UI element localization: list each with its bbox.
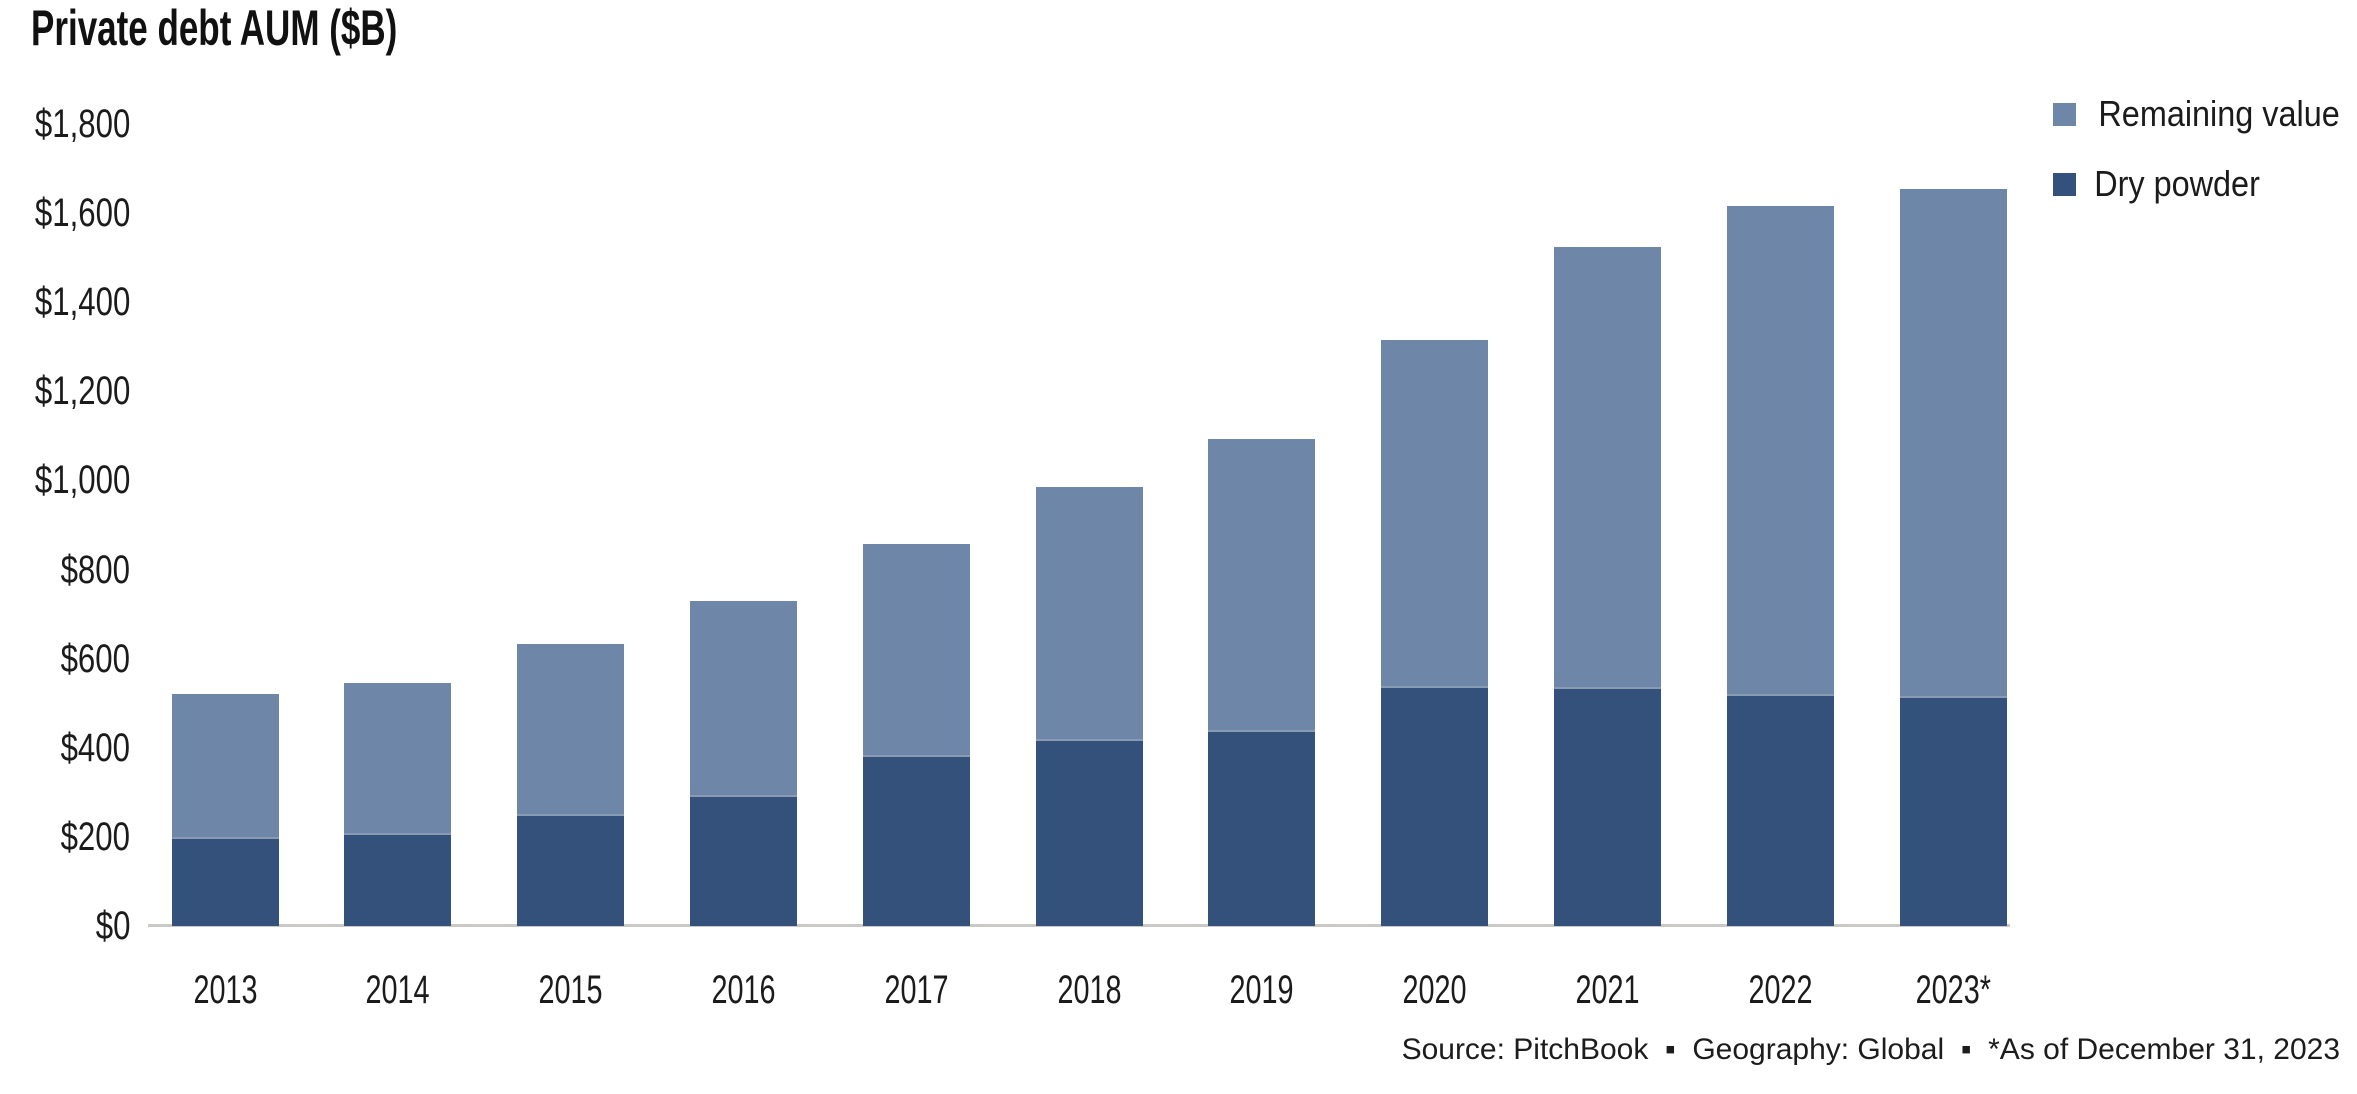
y-tick-text: $800 (60, 547, 130, 592)
x-tick-text: 2018 (1056, 968, 1122, 1012)
x-tick-label: 2020 (1349, 968, 1521, 1012)
x-tick-label: 2021 (1521, 968, 1693, 1012)
x-tick-text: 2023* (1915, 968, 1991, 1012)
stacked-bar-2014 (344, 683, 452, 926)
x-tick-text: 2014 (365, 968, 430, 1012)
x-tick-text: 2015 (538, 968, 603, 1012)
y-tick-label: $200 (0, 815, 130, 859)
y-tick-text: $1,800 (34, 102, 130, 146)
remaining-value-segment (862, 544, 970, 755)
stacked-bar-2023 (1899, 189, 2007, 926)
stacked-bar-2022 (1726, 205, 1834, 926)
y-tick-label: $600 (0, 637, 130, 681)
legend-item-dry-powder: Dry powder (2053, 164, 2353, 204)
source-footnote: Source: PitchBook ▪ Geography: Global ▪ … (1401, 1033, 2340, 1066)
x-tick-text: 2016 (711, 968, 776, 1012)
x-tick-label: 2014 (312, 968, 484, 1012)
x-tick-label: 2022 (1694, 968, 1866, 1012)
remaining-value-segment (689, 601, 797, 795)
dry-powder-segment (1381, 685, 1489, 926)
y-tick-text: $1,600 (34, 191, 130, 236)
remaining-value-segment (1208, 439, 1316, 730)
dry-powder-swatch-icon (2053, 172, 2076, 196)
x-tick-label: 2016 (657, 968, 829, 1012)
dry-powder-segment (1553, 686, 1661, 926)
x-tick-text: 2019 (1229, 968, 1294, 1012)
legend-label-dry-powder: Dry powder (2094, 163, 2260, 204)
y-tick-label: $1,200 (0, 369, 130, 413)
stacked-bar-2015 (517, 643, 625, 926)
dry-powder-segment (862, 754, 970, 926)
x-tick-text: 2017 (884, 968, 949, 1012)
y-tick-text: $400 (60, 725, 130, 770)
legend: Remaining value Dry powder (2053, 94, 2353, 234)
x-tick-text: 2020 (1402, 968, 1467, 1012)
stacked-bar-2016 (689, 601, 797, 926)
dry-powder-segment (344, 832, 452, 926)
remaining-value-segment (1553, 246, 1661, 687)
stacked-bar-2020 (1381, 340, 1489, 926)
remaining-value-segment (1035, 487, 1143, 739)
dry-powder-segment (517, 814, 625, 926)
legend-label-remaining-value: Remaining value (2098, 93, 2340, 134)
remaining-value-swatch-icon (2053, 102, 2076, 126)
y-tick-text: $200 (60, 814, 130, 859)
dry-powder-segment (1208, 729, 1316, 926)
x-tick-text: 2013 (192, 968, 258, 1012)
x-tick-label: 2015 (485, 968, 657, 1012)
y-tick-text: $0 (95, 904, 130, 948)
stacked-bar-2019 (1208, 439, 1316, 926)
stacked-bar-2017 (862, 544, 970, 926)
remaining-value-segment (171, 693, 279, 837)
chart-title-row: Private debt AUM ($B) (31, 0, 554, 56)
y-tick-label: $800 (0, 548, 130, 592)
x-tick-text: 2022 (1748, 968, 1813, 1012)
dry-powder-segment (171, 836, 279, 926)
dry-powder-segment (1035, 738, 1143, 926)
remaining-value-segment (1899, 189, 2007, 697)
remaining-value-segment (517, 643, 625, 815)
chart-title: Private debt AUM ($B) (31, 0, 398, 56)
stacked-bar-2018 (1035, 487, 1143, 926)
remaining-value-segment (1381, 340, 1489, 686)
y-tick-text: $1,200 (34, 369, 130, 414)
y-tick-text: $1,400 (34, 280, 130, 325)
remaining-value-segment (344, 683, 452, 833)
x-tick-label: 2013 (139, 968, 311, 1012)
x-tick-text: 2021 (1575, 968, 1640, 1012)
y-tick-text: $600 (60, 636, 130, 681)
y-tick-label: $0 (0, 904, 130, 948)
y-tick-label: $1,000 (0, 458, 130, 502)
stacked-bar-2013 (171, 693, 279, 926)
dry-powder-segment (1726, 693, 1834, 926)
stacked-bar-2021 (1553, 246, 1661, 926)
x-tick-label: 2019 (1176, 968, 1348, 1012)
y-tick-text: $1,000 (34, 458, 130, 503)
dry-powder-segment (689, 795, 797, 926)
x-tick-label: 2018 (1003, 968, 1175, 1012)
y-tick-label: $1,800 (0, 102, 130, 146)
y-tick-label: $1,400 (0, 280, 130, 324)
y-tick-label: $1,600 (0, 191, 130, 235)
x-tick-label: 2023* (1867, 968, 2039, 1012)
remaining-value-segment (1726, 205, 1834, 694)
x-tick-label: 2017 (830, 968, 1002, 1012)
y-tick-label: $400 (0, 726, 130, 770)
dry-powder-segment (1899, 696, 2007, 926)
legend-item-remaining-value: Remaining value (2053, 94, 2353, 134)
